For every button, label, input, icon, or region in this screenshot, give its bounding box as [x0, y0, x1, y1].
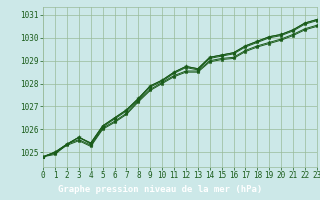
Text: Graphe pression niveau de la mer (hPa): Graphe pression niveau de la mer (hPa) [58, 185, 262, 194]
